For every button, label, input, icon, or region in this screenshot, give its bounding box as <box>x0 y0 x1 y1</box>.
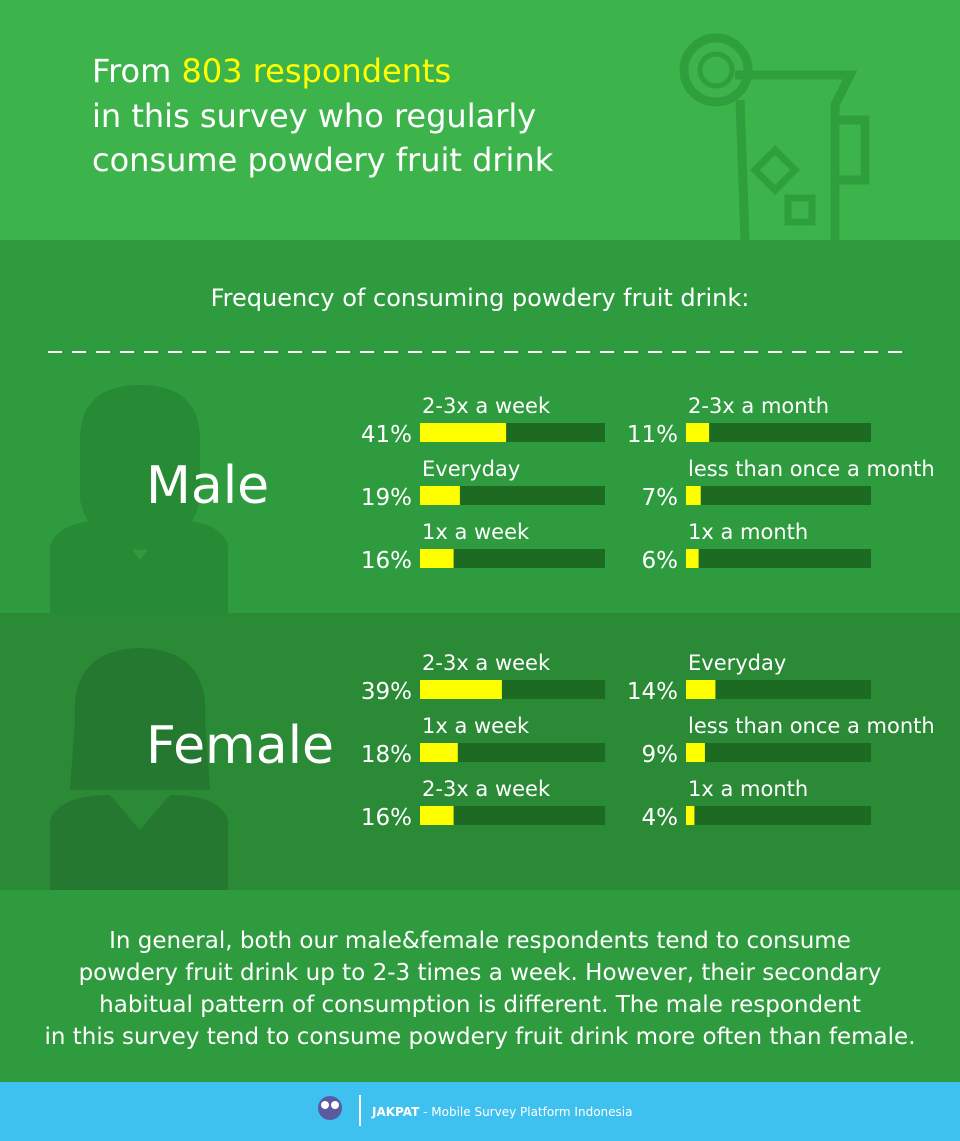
title-line: in this survey who regularly <box>92 97 536 135</box>
summary-line: powdery fruit drink up to 2-3 times a we… <box>79 960 882 986</box>
item-label: less than once a month <box>688 714 935 738</box>
bar-track <box>420 743 605 762</box>
value-label: 19% <box>361 485 412 511</box>
bar <box>420 680 502 699</box>
bar <box>686 743 705 762</box>
title-line: consume powdery fruit drink <box>92 141 554 179</box>
footer-tagline: - Mobile Survey Platform Indonesia <box>423 1105 632 1119</box>
bar-track <box>686 549 871 568</box>
footer-text: JAKPAT - Mobile Survey Platform Indonesi… <box>371 1105 632 1119</box>
title-highlight: 803 respondents <box>181 52 451 90</box>
bar <box>420 549 454 568</box>
summary-band <box>0 890 960 1082</box>
group-name: Female <box>146 716 334 776</box>
bar-track <box>686 423 871 442</box>
value-label: 9% <box>642 742 679 768</box>
item-label: 1x a month <box>688 520 808 544</box>
value-label: 39% <box>361 679 412 705</box>
bar-track <box>420 549 605 568</box>
bar <box>686 423 710 442</box>
bar <box>420 486 460 505</box>
bar <box>686 680 716 699</box>
bar <box>420 423 507 442</box>
section-title: Frequency of consuming powdery fruit dri… <box>211 284 750 312</box>
value-label: 16% <box>361 548 412 574</box>
item-label: 1x a month <box>688 777 808 801</box>
item-label: 2-3x a month <box>688 394 829 418</box>
value-label: 11% <box>627 422 678 448</box>
bar-track <box>686 806 871 825</box>
title-line: From 803 respondents <box>92 52 451 90</box>
value-label: 14% <box>627 679 678 705</box>
item-label: 2-3x a week <box>422 394 551 418</box>
summary-line: in this survey tend to consume powdery f… <box>44 1024 915 1050</box>
item-label: Everyday <box>688 651 786 675</box>
title-start: From <box>92 52 171 90</box>
footer-brand: JAKPAT <box>371 1105 420 1119</box>
summary-line: In general, both our male&female respond… <box>109 928 851 954</box>
value-label: 41% <box>361 422 412 448</box>
value-label: 18% <box>361 742 412 768</box>
bar <box>686 549 699 568</box>
bar-track <box>686 486 871 505</box>
female-icon <box>50 648 228 890</box>
item-label: 2-3x a week <box>422 777 551 801</box>
bar-track <box>686 743 871 762</box>
value-label: 16% <box>361 805 412 831</box>
item-label: 2-3x a week <box>422 651 551 675</box>
pitcher-icon <box>679 33 870 241</box>
item-label: Everyday <box>422 457 520 481</box>
value-label: 4% <box>642 805 679 831</box>
bar-track <box>686 680 871 699</box>
male-icon <box>50 385 228 613</box>
item-label: 1x a week <box>422 520 530 544</box>
item-label: less than once a month <box>688 457 935 481</box>
bar-track <box>420 806 605 825</box>
bar <box>420 743 458 762</box>
group-name: Male <box>146 456 269 516</box>
bar <box>686 486 701 505</box>
bar <box>420 806 454 825</box>
value-label: 6% <box>642 548 679 574</box>
bar-track <box>420 486 605 505</box>
summary-line: habitual pattern of consumption is diffe… <box>99 992 861 1018</box>
footer-logo <box>318 1095 361 1126</box>
item-label: 1x a week <box>422 714 530 738</box>
footer-band <box>0 1082 960 1141</box>
value-label: 7% <box>642 485 679 511</box>
bar <box>686 806 695 825</box>
